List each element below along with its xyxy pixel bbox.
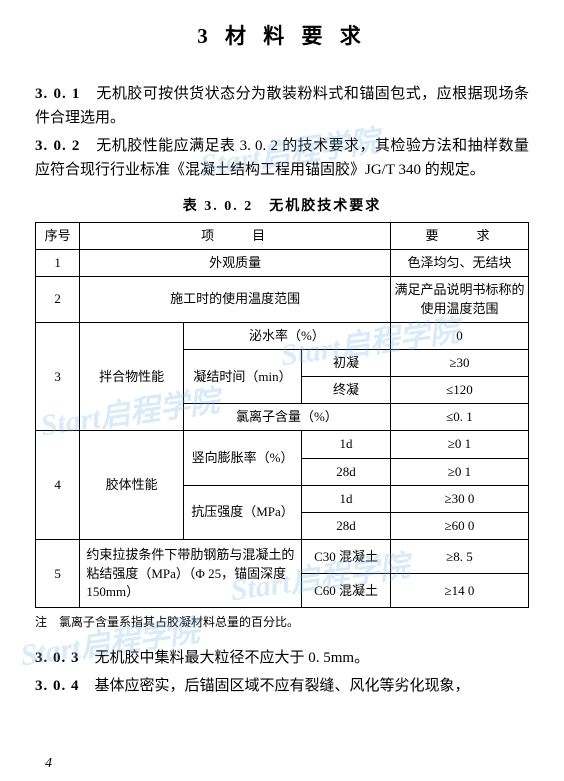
- cell-seq: 1: [36, 250, 80, 277]
- paragraph-3-0-2: 3. 0. 2 无机胶性能应满足表 3. 0. 2 的技术要求，其检验方法和抽样…: [35, 134, 529, 182]
- para-num: 3. 0. 4: [35, 678, 80, 694]
- para-text: 无机胶性能应满足表 3. 0. 2 的技术要求，其检验方法和抽样数量应符合现行行…: [35, 138, 529, 178]
- cell-seq: 5: [36, 540, 80, 608]
- cell-req: ≥14 0: [390, 574, 528, 608]
- para-text: 无机胶可按供货状态分为散装粉料式和锚固包式，应根据现场条件合理选用。: [35, 86, 529, 126]
- cell-req: ≤120: [390, 377, 528, 404]
- cell-item: 泌水率（%）: [183, 322, 390, 349]
- cell-sub: C60 混凝土: [302, 574, 391, 608]
- cell-sub: 终凝: [302, 377, 391, 404]
- table-row: 1 外观质量 色泽均匀、无结块: [36, 250, 529, 277]
- table-note: 注 氯离子含量系指其占胶凝材料总量的百分比。: [35, 613, 529, 632]
- cell-sub: 28d: [302, 513, 391, 540]
- cell-item: 外观质量: [80, 250, 391, 277]
- para-num: 3. 0. 1: [35, 86, 80, 102]
- cell-sub: 28d: [302, 458, 391, 485]
- paragraph-3-0-3: 3. 0. 3 无机胶中集料最大粒径不应大于 0. 5mm。: [35, 646, 529, 670]
- cell-item: 氯离子含量（%）: [183, 404, 390, 431]
- cell-req: 满足产品说明书标称的使用温度范围: [390, 277, 528, 322]
- cell-sub: 1d: [302, 431, 391, 458]
- para-num: 3. 0. 3: [35, 650, 80, 666]
- cell-sub: 1d: [302, 485, 391, 512]
- cell-req: ≥0 1: [390, 458, 528, 485]
- cell-item: 约束拉拔条件下带肋钢筋与混凝土的粘结强度（MPa）（Φ 25，锚固深度 150m…: [80, 540, 302, 608]
- table-row: 5 约束拉拔条件下带肋钢筋与混凝土的粘结强度（MPa）（Φ 25，锚固深度 15…: [36, 540, 529, 574]
- cell-req: 色泽均匀、无结块: [390, 250, 528, 277]
- hdr-item: 项 目: [80, 222, 391, 249]
- paragraph-3-0-1: 3. 0. 1 无机胶可按供货状态分为散装粉料式和锚固包式，应根据现场条件合理选…: [35, 82, 529, 130]
- cell-req: ≥0 1: [390, 431, 528, 458]
- chapter-title: 3 材 料 要 求: [35, 20, 529, 54]
- hdr-req: 要 求: [390, 222, 528, 249]
- cell-req: ≤0. 1: [390, 404, 528, 431]
- cell-req: ≥30 0: [390, 485, 528, 512]
- cell-seq: 4: [36, 431, 80, 540]
- cell-req: 0: [390, 322, 528, 349]
- cell-seq: 3: [36, 322, 80, 431]
- cell-sub: C30 混凝土: [302, 540, 391, 574]
- cell-seq: 2: [36, 277, 80, 322]
- table-row: 4 胶体性能 竖向膨胀率（%） 1d ≥0 1: [36, 431, 529, 458]
- cell-req: ≥8. 5: [390, 540, 528, 574]
- cell-item: 施工时的使用温度范围: [80, 277, 391, 322]
- table-caption: 表 3. 0. 2 无机胶技术要求: [35, 196, 529, 218]
- cell-category: 胶体性能: [80, 431, 184, 540]
- table-row: 2 施工时的使用温度范围 满足产品说明书标称的使用温度范围: [36, 277, 529, 322]
- cell-req: ≥60 0: [390, 513, 528, 540]
- table-header-row: 序号 项 目 要 求: [36, 222, 529, 249]
- hdr-seq: 序号: [36, 222, 80, 249]
- table-row: 3 拌合物性能 泌水率（%） 0: [36, 322, 529, 349]
- cell-sub: 初凝: [302, 349, 391, 376]
- cell-category: 拌合物性能: [80, 322, 184, 431]
- cell-req: ≥30: [390, 349, 528, 376]
- para-text: 无机胶中集料最大粒径不应大于 0. 5mm。: [80, 650, 370, 666]
- cell-item: 抗压强度（MPa）: [183, 485, 301, 539]
- cell-item: 竖向膨胀率（%）: [183, 431, 301, 485]
- paragraph-3-0-4: 3. 0. 4 基体应密实，后锚固区域不应有裂缝、风化等劣化现象，: [35, 674, 529, 698]
- para-text: 基体应密实，后锚固区域不应有裂缝、风化等劣化现象，: [80, 678, 470, 694]
- requirements-table: 序号 项 目 要 求 1 外观质量 色泽均匀、无结块 2 施工时的使用温度范围 …: [35, 222, 529, 608]
- cell-item: 凝结时间（min）: [183, 349, 301, 403]
- page-number: 4: [45, 753, 52, 775]
- para-num: 3. 0. 2: [35, 138, 80, 154]
